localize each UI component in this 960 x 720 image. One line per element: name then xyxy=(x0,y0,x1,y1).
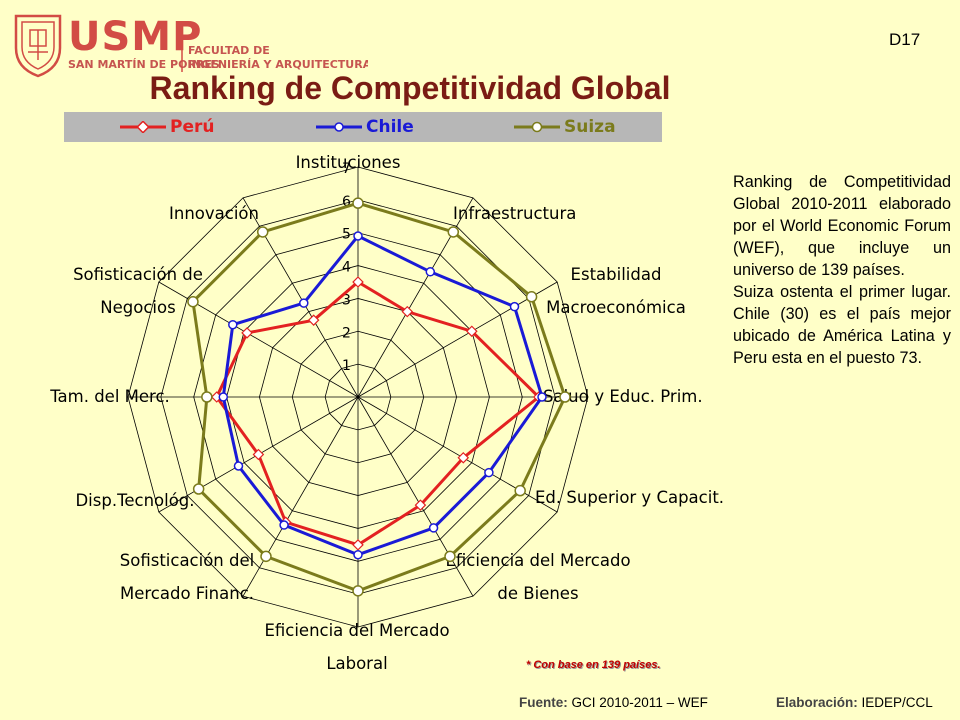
description-paragraph-1: Ranking de Competitividad Global 2010-20… xyxy=(733,173,951,279)
axis-label: Salud y Educ. Prim. xyxy=(543,387,703,406)
data-point-per xyxy=(241,327,253,339)
data-point-per xyxy=(401,305,414,318)
data-point-chile xyxy=(509,301,520,312)
slide-code: D17 xyxy=(889,30,921,49)
axis-spoke xyxy=(242,396,359,597)
description-panel: Ranking de Competitividad Global 2010-20… xyxy=(733,171,951,369)
data-point-per xyxy=(352,539,364,551)
description-paragraph-2: Suiza ostenta el primer lugar. Chile (30… xyxy=(733,283,951,367)
data-point-chile xyxy=(228,319,238,330)
data-point-suiza xyxy=(514,484,526,497)
axis-label: Sofisticación del xyxy=(120,551,254,570)
data-point-chile xyxy=(353,549,363,560)
usmp-logo: USMP SAN MARTÍN DE PORRES FACULTAD DE IN… xyxy=(14,14,368,78)
data-point-per xyxy=(307,314,320,326)
legend-label-peru: Perú xyxy=(170,117,215,137)
credit-line: Elaboración: IEDEP/CCL xyxy=(776,695,933,710)
footnote: * Con base en 139 países. xyxy=(526,659,661,671)
data-point-suiza xyxy=(192,483,205,495)
axis-label: Innovación xyxy=(169,204,259,223)
faculty-line2: INGENIERÍA Y ARQUITECTURA xyxy=(188,58,368,71)
axis-label: Ed. Superior y Capacit. xyxy=(535,488,724,507)
data-point-chile xyxy=(428,523,439,533)
data-point-suiza xyxy=(352,585,364,597)
data-point-per xyxy=(466,325,478,338)
data-point-chile xyxy=(233,461,244,471)
data-point-per xyxy=(414,499,427,511)
data-point-chile xyxy=(484,467,494,478)
data-point-suiza xyxy=(260,550,272,563)
legend-label-chile: Chile xyxy=(366,117,414,137)
axis-label: Negocios xyxy=(100,298,175,317)
data-point-suiza xyxy=(201,391,213,403)
axis-label: Macroeconómica xyxy=(546,298,686,317)
tick-label: 7 xyxy=(342,161,351,177)
axis-label: Infraestructura xyxy=(453,204,576,223)
axis-label: Eficiencia del Mercado xyxy=(445,551,630,570)
data-point-suiza xyxy=(352,197,364,209)
data-point-suiza xyxy=(187,295,199,308)
tick-label: 2 xyxy=(342,325,351,341)
data-point-chile xyxy=(279,520,289,530)
data-point-per xyxy=(352,276,364,288)
tick-label: 1 xyxy=(342,358,351,374)
axis-label: Mercado Financ. xyxy=(120,584,254,603)
legend-label-suiza: Suiza xyxy=(564,117,616,137)
data-point-suiza xyxy=(444,550,456,563)
data-point-chile xyxy=(353,231,363,241)
data-point-suiza xyxy=(525,291,538,303)
chart-title: Ranking de Competitividad Global xyxy=(149,70,671,106)
data-point-per xyxy=(210,391,223,403)
axis-label: Estabilidad xyxy=(571,265,662,284)
series-line-per xyxy=(214,280,541,547)
data-point-chile xyxy=(218,392,229,402)
credit-value: IEDEP/CCL xyxy=(861,695,933,710)
tick-label: 5 xyxy=(342,227,351,243)
data-point-chile xyxy=(299,298,309,308)
axis-label: Tam. del Merc. xyxy=(49,387,170,406)
source-line: Fuente: GCI 2010-2011 – WEF xyxy=(519,695,708,710)
series-line-chile xyxy=(221,234,544,557)
legend-swatch-peru xyxy=(120,121,166,133)
axis-spoke xyxy=(357,281,558,398)
data-point-chile xyxy=(537,392,547,402)
legend-item-suiza: Suiza xyxy=(514,112,616,142)
legend-swatch-chile xyxy=(316,122,362,132)
data-point-chile xyxy=(425,267,436,277)
faculty-line1: FACULTAD DE xyxy=(188,44,270,57)
axis-label: Eficiencia del Mercado xyxy=(264,621,449,640)
tick-label: 4 xyxy=(342,260,351,276)
data-point-suiza xyxy=(447,226,460,238)
tick-label: 3 xyxy=(342,292,351,308)
data-point-suiza xyxy=(559,391,571,403)
credit-label: Elaboración: xyxy=(776,695,858,710)
shield-emblem-icon xyxy=(14,14,62,78)
legend-item-peru: Perú xyxy=(120,112,214,142)
legend-item-chile: Chile xyxy=(316,112,414,142)
data-point-suiza xyxy=(256,226,269,238)
axis-label: Disp.Tecnológ. xyxy=(75,491,194,510)
legend: Perú Chile Suiza xyxy=(64,112,662,142)
source-label: Fuente: xyxy=(519,695,568,710)
axis-label: de Bienes xyxy=(497,584,578,603)
axis-label: Laboral xyxy=(326,654,387,673)
data-point-per xyxy=(457,451,470,464)
tick-label: 6 xyxy=(342,194,351,210)
data-point-per xyxy=(252,448,265,461)
axis-label: Sofisticación de xyxy=(73,265,203,284)
axis-spoke xyxy=(357,396,474,597)
source-value: GCI 2010-2011 – WEF xyxy=(571,695,708,710)
axis-label: Instituciones xyxy=(296,153,401,172)
legend-swatch-suiza xyxy=(514,121,560,133)
logo-name: USMP xyxy=(68,14,202,60)
